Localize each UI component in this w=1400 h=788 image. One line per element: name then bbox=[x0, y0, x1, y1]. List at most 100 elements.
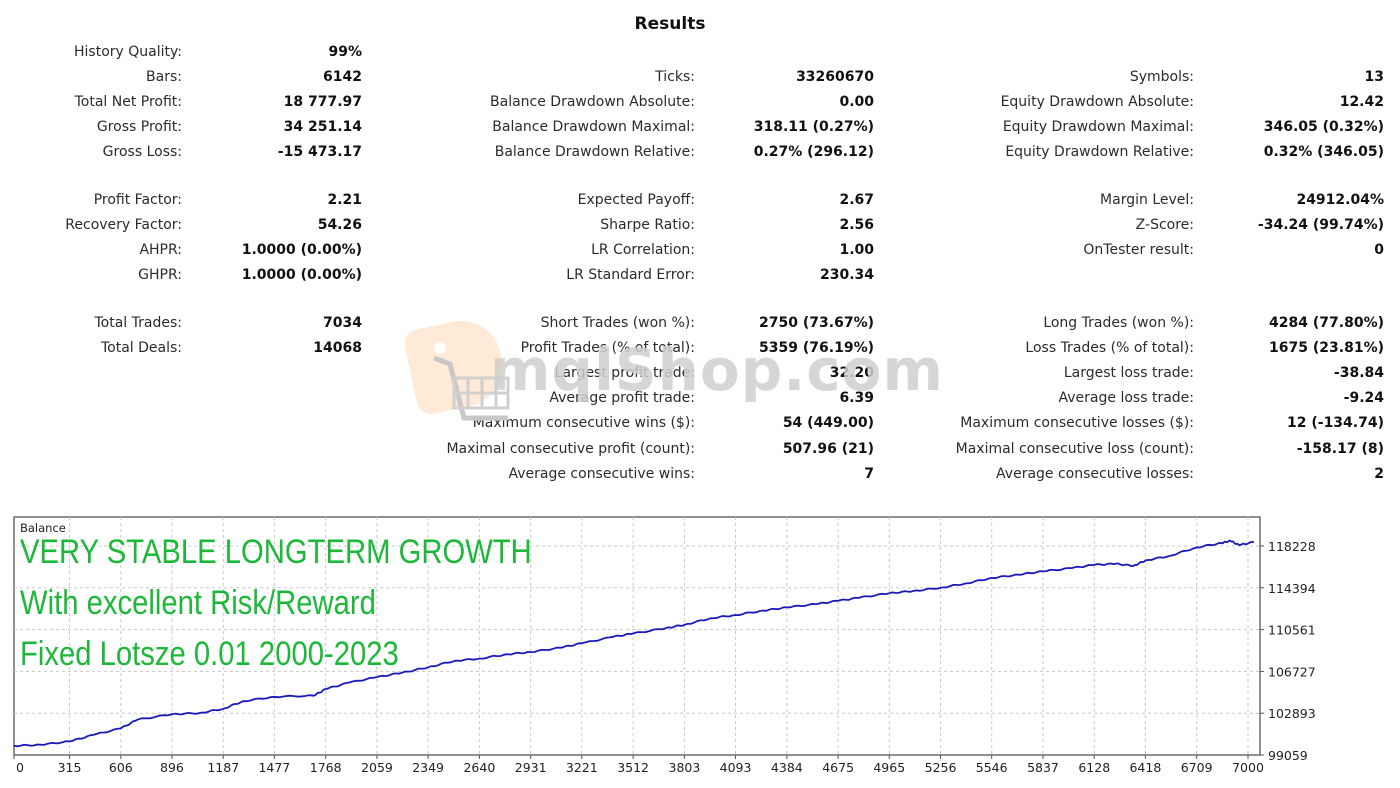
stat-row: OnTester result: 0 bbox=[0, 239, 1400, 261]
y-tick-label: 106727 bbox=[1268, 664, 1316, 679]
stat-label: Profit Trades (% of total): bbox=[520, 340, 695, 356]
stat-row: Equity Drawdown Absolute: 12.42 bbox=[0, 91, 1400, 113]
stat-value: 507.96 (21) bbox=[782, 441, 874, 457]
stat-label: Margin Level: bbox=[1100, 192, 1194, 208]
stat-label: AHPR: bbox=[139, 242, 182, 258]
y-tick-label: 99059 bbox=[1268, 748, 1308, 763]
y-tick-label: 102893 bbox=[1268, 706, 1316, 721]
stat-value: -38.84 bbox=[1333, 365, 1384, 381]
promo-line-2: With excellent Risk/Reward bbox=[20, 584, 376, 622]
x-tick-label: 896 bbox=[160, 760, 184, 775]
stat-row: Equity Drawdown Maximal: 346.05 (0.32%) bbox=[0, 116, 1400, 138]
stat-row: Symbols: 13 bbox=[0, 66, 1400, 88]
stat-label: Balance Drawdown Relative: bbox=[494, 144, 695, 160]
stat-row: Total Deals: 14068 bbox=[0, 337, 1400, 359]
stat-value: 7034 bbox=[323, 315, 362, 331]
stat-value: 33260670 bbox=[796, 69, 874, 85]
x-tick-label: 3512 bbox=[617, 760, 649, 775]
stat-row: Average consecutive losses: 2 bbox=[0, 463, 1400, 485]
stat-row: AHPR: 1.0000 (0.00%) bbox=[0, 239, 1400, 261]
y-tick-label: 110561 bbox=[1268, 623, 1316, 638]
stat-value: 32.20 bbox=[829, 365, 874, 381]
stat-label: Total Trades: bbox=[94, 315, 183, 331]
stat-value: 230.34 bbox=[819, 267, 874, 283]
stat-value: 1.0000 (0.00%) bbox=[241, 267, 362, 283]
stat-label: Profit Factor: bbox=[93, 192, 182, 208]
stat-row: Maximum consecutive losses ($): 12 (-134.… bbox=[0, 412, 1400, 434]
x-tick-label: 4675 bbox=[822, 760, 854, 775]
stat-value: 2750 (73.67%) bbox=[759, 315, 874, 331]
balance-line bbox=[13, 539, 1255, 748]
stat-value: 34 251.14 bbox=[283, 119, 362, 135]
page-title: Results bbox=[634, 14, 706, 34]
stat-label: OnTester result: bbox=[1083, 242, 1194, 258]
y-tick-label: 114394 bbox=[1268, 581, 1316, 596]
promo-line-1: VERY STABLE LONGTERM GROWTH bbox=[20, 533, 532, 571]
stat-value: 318.11 (0.27%) bbox=[753, 119, 874, 135]
stat-value: 2 bbox=[1374, 466, 1384, 482]
x-tick-label: 6418 bbox=[1129, 760, 1161, 775]
stat-label: Recovery Factor: bbox=[65, 217, 182, 233]
stat-value: 99% bbox=[328, 44, 362, 60]
stat-row: Z-Score: -34.24 (99.74%) bbox=[0, 214, 1400, 236]
stat-value: 0.00 bbox=[839, 94, 874, 110]
stat-value: 14068 bbox=[313, 340, 362, 356]
stat-label: Gross Profit: bbox=[96, 119, 182, 135]
stat-label: Gross Loss: bbox=[102, 144, 182, 160]
stat-label: Total Net Profit: bbox=[74, 94, 182, 110]
x-tick-label: 6709 bbox=[1181, 760, 1213, 775]
stat-label: Average consecutive losses: bbox=[996, 466, 1194, 482]
chart-frame bbox=[13, 516, 1261, 756]
stat-row: Profit Trades (% of total): 5359 (76.19%) bbox=[0, 337, 1400, 359]
stat-row: Maximal consecutive profit (count): 507.9… bbox=[0, 438, 1400, 460]
stat-value: 0.27% (296.12) bbox=[753, 144, 874, 160]
stat-row: Total Net Profit: 18 777.97 bbox=[0, 91, 1400, 113]
stat-row: Sharpe Ratio: 2.56 bbox=[0, 214, 1400, 236]
stat-value: 12.42 bbox=[1339, 94, 1384, 110]
stat-label: LR Standard Error: bbox=[566, 267, 695, 283]
stat-row: LR Correlation: 1.00 bbox=[0, 239, 1400, 261]
stat-label: History Quality: bbox=[74, 44, 182, 60]
promo-line-3: Fixed Lotsze 0.01 2000-2023 bbox=[20, 635, 399, 673]
stat-value: -34.24 (99.74%) bbox=[1257, 217, 1384, 233]
stat-value: 346.05 (0.32%) bbox=[1263, 119, 1384, 135]
results-stats: History Quality: 99% Bars: 6142 Total Net Pr… bbox=[0, 41, 1400, 485]
stat-row: Loss Trades (% of total): 1675 (23.81%) bbox=[0, 337, 1400, 359]
x-tick-label: 0 bbox=[16, 760, 24, 775]
stat-row: Maximum consecutive wins ($): 54 (449.00) bbox=[0, 412, 1400, 434]
stat-value: 13 bbox=[1364, 69, 1384, 85]
stat-row: Profit Factor: 2.21 bbox=[0, 189, 1400, 211]
stat-value: 2.67 bbox=[839, 192, 874, 208]
balance-chart: 0 315 606 896 1187 1477 1768 2059 2349 2640 2931 32… bbox=[0, 505, 1400, 788]
stat-label: Largest profit trade: bbox=[554, 365, 695, 381]
stat-row: Ticks: 33260670 bbox=[0, 66, 1400, 88]
stat-row: Maximal consecutive loss (count): -158.17… bbox=[0, 438, 1400, 460]
stat-value: 24912.04% bbox=[1296, 192, 1384, 208]
stat-label: Equity Drawdown Maximal: bbox=[1002, 119, 1194, 135]
stat-value: -15 473.17 bbox=[277, 144, 362, 160]
stat-row: Expected Payoff: 2.67 bbox=[0, 189, 1400, 211]
stat-row: Margin Level: 24912.04% bbox=[0, 189, 1400, 211]
x-tick-label: 4093 bbox=[720, 760, 752, 775]
stat-label: Largest loss trade: bbox=[1063, 365, 1194, 381]
stat-label: Z-Score: bbox=[1135, 217, 1194, 233]
x-tick-label: 2349 bbox=[412, 760, 444, 775]
stat-label: Maximum consecutive losses ($): bbox=[960, 415, 1194, 431]
chart-grid bbox=[14, 517, 1260, 755]
stat-label: Short Trades (won %): bbox=[540, 315, 695, 331]
stat-row: LR Standard Error: 230.34 bbox=[0, 264, 1400, 286]
stat-value: 1.00 bbox=[839, 242, 874, 258]
stat-label: Maximum consecutive wins ($): bbox=[472, 415, 695, 431]
stat-row: Long Trades (won %): 4284 (77.80%) bbox=[0, 312, 1400, 334]
stat-value: -9.24 bbox=[1343, 390, 1384, 406]
stat-value: 4284 (77.80%) bbox=[1269, 315, 1384, 331]
stat-label: Expected Payoff: bbox=[577, 192, 695, 208]
stat-label: Maximal consecutive profit (count): bbox=[446, 441, 695, 457]
x-tick-label: 7000 bbox=[1232, 760, 1264, 775]
stat-row: History Quality: 99% bbox=[0, 41, 1400, 63]
stat-label: Balance Drawdown Maximal: bbox=[492, 119, 695, 135]
stat-row: Balance Drawdown Absolute: 0.00 bbox=[0, 91, 1400, 113]
stat-value: 7 bbox=[864, 466, 874, 482]
stat-value: 0 bbox=[1374, 242, 1384, 258]
x-tick-label: 3803 bbox=[669, 760, 701, 775]
